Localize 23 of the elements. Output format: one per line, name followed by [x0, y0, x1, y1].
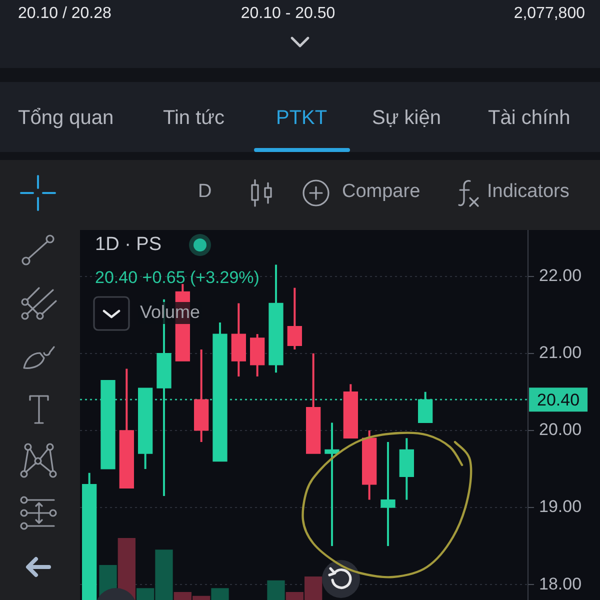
text: Compare: [342, 180, 420, 204]
text: PTKT: [276, 106, 328, 130]
y-tick-label: 20.00: [539, 420, 582, 440]
text: 2,077,800: [514, 4, 585, 24]
y-tick-label: 18.00: [539, 574, 582, 594]
text: D: [198, 180, 212, 204]
y-tick-label: 21.00: [539, 343, 582, 362]
text: Tin tức: [163, 106, 225, 130]
ref-line-label: 20.40: [537, 390, 580, 410]
text: Tài chính: [488, 106, 570, 130]
text: Indicators: [487, 180, 570, 204]
text: Sự kiện: [372, 106, 441, 130]
candlestick: [324, 422, 340, 548]
y-tick-label: 22.00: [539, 266, 582, 285]
text: 20.10 / 20.28: [18, 4, 112, 24]
chart-title: 1D · PS: [95, 234, 162, 256]
text: Tổng quan: [18, 106, 114, 130]
candlestick: [380, 440, 396, 548]
y-tick-label: 19.00: [539, 497, 582, 516]
annotation: Volume: [138, 302, 202, 324]
candlestick: [287, 286, 302, 350]
text: 20.10 - 20.50: [240, 4, 336, 24]
text: 20.40 +0.65 (+3.29%): [95, 268, 260, 288]
